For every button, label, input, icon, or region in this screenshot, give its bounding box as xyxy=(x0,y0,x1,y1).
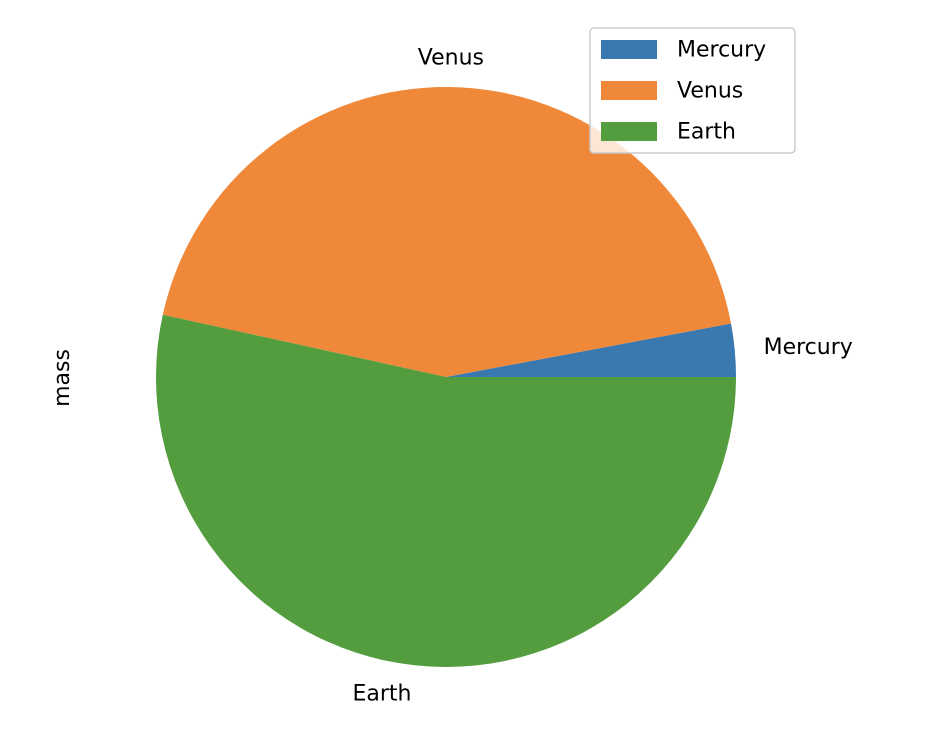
legend-box xyxy=(589,27,796,154)
pie-slice-earth xyxy=(155,314,736,667)
slice-label-venus: Venus xyxy=(418,46,484,71)
legend: Mercury Venus Earth xyxy=(589,27,796,154)
slice-label-mercury: Mercury xyxy=(764,335,853,360)
pie-slices xyxy=(155,86,736,667)
legend-label-mercury: Mercury xyxy=(677,38,766,63)
legend-label-earth: Earth xyxy=(677,120,736,145)
legend-label-venus: Venus xyxy=(677,79,743,104)
slice-labels: Mercury Venus Earth xyxy=(353,46,853,707)
y-axis-label: mass xyxy=(50,349,75,407)
legend-swatch-venus xyxy=(601,81,657,100)
legend-swatch-mercury xyxy=(601,40,657,59)
legend-swatch-earth xyxy=(601,122,657,141)
pie-slice-mercury xyxy=(446,323,736,377)
slice-label-earth: Earth xyxy=(353,682,412,707)
pie-slice-venus xyxy=(162,86,732,378)
